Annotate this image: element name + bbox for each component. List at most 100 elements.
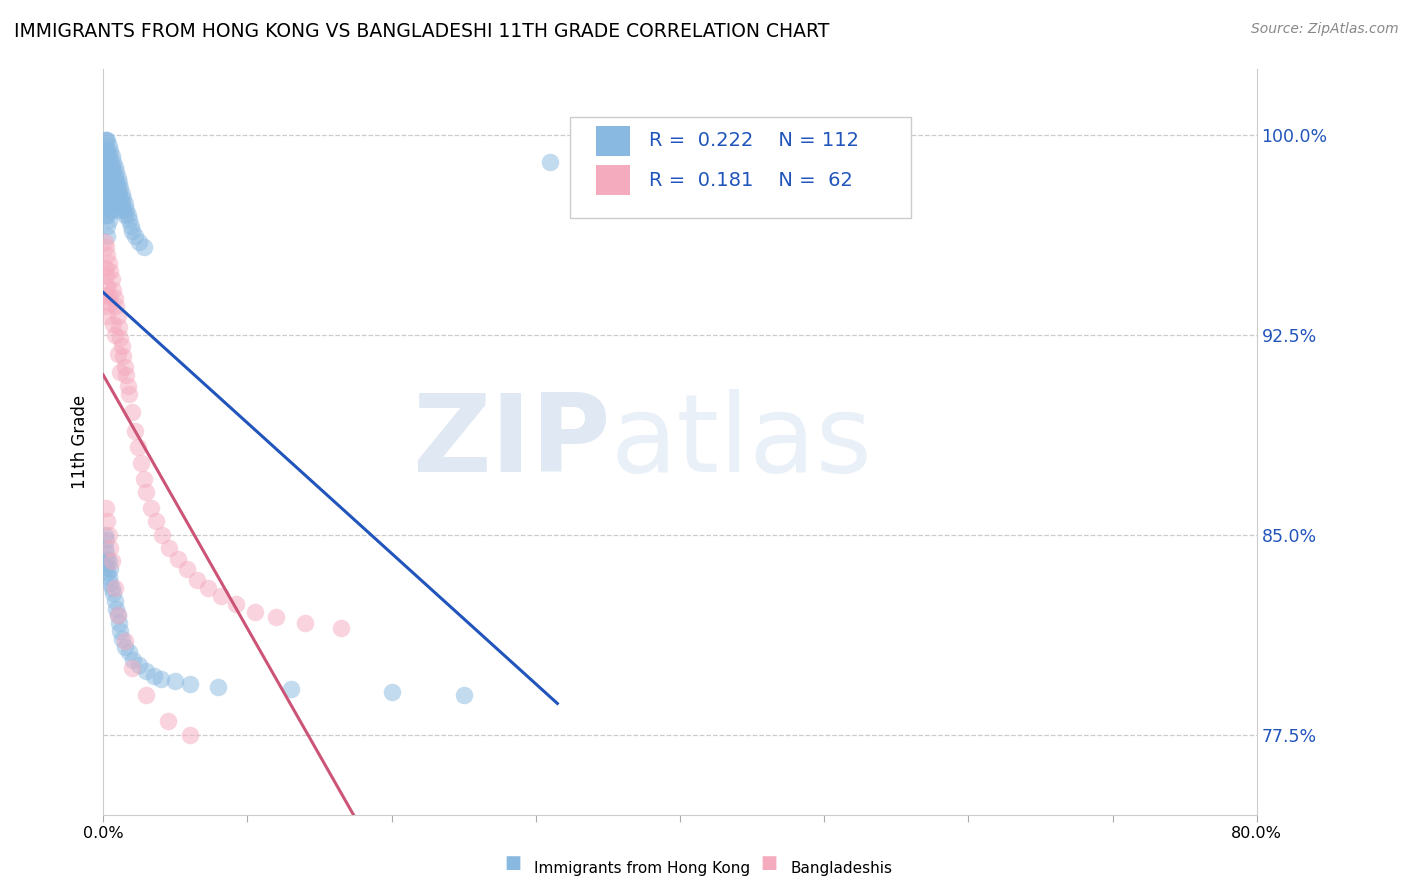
Point xyxy=(97,202,120,217)
Point xyxy=(294,615,316,630)
Point xyxy=(117,378,139,392)
Point xyxy=(103,165,125,179)
Point xyxy=(101,181,124,195)
Point xyxy=(98,165,121,179)
Point xyxy=(150,528,173,542)
Point xyxy=(94,269,117,284)
Point xyxy=(104,581,127,595)
Text: IMMIGRANTS FROM HONG KONG VS BANGLADESHI 11TH GRADE CORRELATION CHART: IMMIGRANTS FROM HONG KONG VS BANGLADESHI… xyxy=(14,22,830,41)
Text: Bangladeshis: Bangladeshis xyxy=(790,861,893,876)
Point xyxy=(112,192,135,206)
Point xyxy=(111,632,134,646)
Point xyxy=(98,186,121,201)
Point xyxy=(110,181,132,195)
Point xyxy=(124,229,146,244)
Point xyxy=(225,597,247,611)
Point xyxy=(380,685,402,699)
Point xyxy=(96,165,118,179)
Point xyxy=(111,186,134,201)
Point xyxy=(101,160,124,174)
Point xyxy=(110,330,132,344)
Point xyxy=(107,310,129,324)
Point xyxy=(104,181,127,195)
Point xyxy=(207,680,229,694)
Point xyxy=(105,165,128,179)
Point xyxy=(96,208,118,222)
Point xyxy=(104,291,127,305)
Point xyxy=(132,240,155,254)
Point xyxy=(94,154,117,169)
Point xyxy=(115,202,138,217)
Point xyxy=(94,208,117,222)
Point xyxy=(98,264,121,278)
Point xyxy=(97,149,120,163)
Point xyxy=(97,192,120,206)
Point xyxy=(98,575,121,590)
Point xyxy=(107,181,129,195)
Point xyxy=(94,186,117,201)
Point xyxy=(122,653,145,667)
Point xyxy=(132,472,155,486)
Point xyxy=(135,485,157,500)
Point xyxy=(94,533,117,547)
Point xyxy=(139,501,162,516)
Point xyxy=(197,581,219,595)
Point xyxy=(96,133,118,147)
Point xyxy=(93,288,115,302)
Point xyxy=(114,197,136,211)
Point xyxy=(129,456,152,470)
Point xyxy=(97,213,120,227)
Point xyxy=(105,299,128,313)
Point xyxy=(93,541,115,555)
Point xyxy=(94,299,117,313)
Point xyxy=(103,318,125,332)
Point xyxy=(112,349,135,363)
Text: ZIP: ZIP xyxy=(412,389,610,494)
Point xyxy=(107,202,129,217)
Point xyxy=(96,565,118,579)
Point xyxy=(103,154,125,169)
Point xyxy=(98,296,121,310)
Point xyxy=(94,240,117,254)
Point xyxy=(111,197,134,211)
Point xyxy=(98,197,121,211)
Point xyxy=(96,144,118,158)
Point xyxy=(98,562,121,576)
Point xyxy=(105,186,128,201)
Point xyxy=(104,328,127,343)
Point xyxy=(165,674,187,689)
Point xyxy=(118,386,141,401)
Point xyxy=(93,176,115,190)
Point xyxy=(135,664,157,678)
Point xyxy=(120,219,142,233)
Point xyxy=(94,501,117,516)
Point xyxy=(127,440,149,454)
Point xyxy=(110,624,132,638)
Point xyxy=(330,621,353,635)
Point xyxy=(101,272,124,286)
Point xyxy=(108,176,131,190)
Point xyxy=(145,515,167,529)
Point xyxy=(101,202,124,217)
Point xyxy=(97,570,120,584)
Point xyxy=(98,144,121,158)
Point xyxy=(111,338,134,352)
Point xyxy=(108,320,131,334)
Point xyxy=(105,602,128,616)
Point xyxy=(243,605,266,619)
Point xyxy=(96,219,118,233)
Y-axis label: 11th Grade: 11th Grade xyxy=(72,394,89,489)
Point xyxy=(93,133,115,147)
Point xyxy=(101,149,124,163)
Point xyxy=(142,669,165,683)
Point xyxy=(114,634,136,648)
Point xyxy=(97,256,120,270)
Point xyxy=(114,640,136,654)
Point xyxy=(103,586,125,600)
Point xyxy=(121,224,143,238)
Point xyxy=(124,424,146,438)
Point xyxy=(96,229,118,244)
Point xyxy=(97,554,120,568)
Point xyxy=(96,154,118,169)
Point xyxy=(105,176,128,190)
